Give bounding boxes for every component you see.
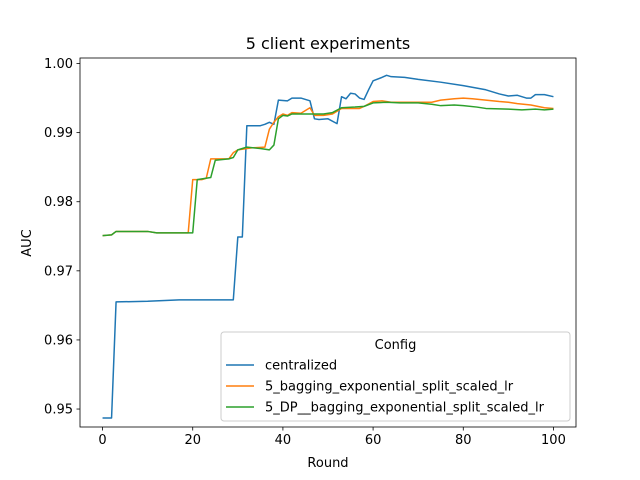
legend-label-0: centralized [265,359,337,374]
x-tick-label-4: 80 [455,433,472,448]
y-tick-label-0: 0.95 [44,403,73,418]
series-line-0 [102,74,554,419]
legend-label-1: 5_bagging_exponential_split_scaled_lr [265,380,514,395]
x-tick-label-2: 40 [275,433,292,448]
x-tick-label-3: 60 [365,433,382,448]
legend-title: Config [375,338,417,353]
y-tick-label-5: 1.00 [44,57,73,72]
x-tick-label-0: 0 [98,433,106,448]
axes: 0 20 40 60 80 100 0.95 0.96 0.97 0.98 0.99 1.00 [44,57,577,448]
y-tick-label-2: 0.97 [44,264,73,279]
x-tick-label-1: 20 [184,433,201,448]
plot-area [102,74,554,419]
x-tick-label-5: 100 [541,433,566,448]
y-tick-label-3: 0.98 [44,195,73,210]
y-tick-label-4: 0.99 [44,126,73,141]
legend: Config centralized 5_bagging_exponential_s… [220,331,571,422]
series-line-2 [102,101,554,237]
legend-box [220,331,571,422]
x-axis-label: Round [307,456,348,471]
plot-frame [79,57,577,428]
chart-title: 5 client experiments [246,34,411,53]
legend-label-2: 5_DP__bagging_exponential_split_scaled_l… [265,401,545,416]
y-tick-label-1: 0.96 [44,333,73,348]
y-axis-label: AUC [20,229,35,257]
